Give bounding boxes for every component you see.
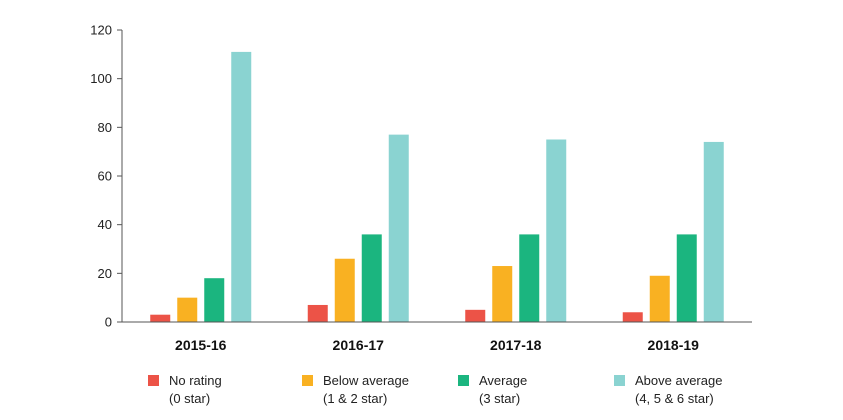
x-category-label: 2018-19 xyxy=(648,337,700,353)
y-tick-label: 80 xyxy=(98,120,112,135)
bar xyxy=(546,139,567,322)
legend-sublabel: (0 star) xyxy=(169,391,211,406)
y-tick-label: 0 xyxy=(105,315,112,330)
legend-text: No rating (0 star) xyxy=(169,372,222,408)
bar xyxy=(676,234,697,322)
y-axis: 0 20 40 60 80 100 120 xyxy=(90,23,123,330)
x-axis: 2015-16 2016-17 2017-18 2018-19 xyxy=(122,321,752,353)
legend-swatch xyxy=(148,375,159,386)
legend-swatch xyxy=(614,375,625,386)
legend-sublabel: (1 & 2 star) xyxy=(323,391,388,406)
legend-label: Average xyxy=(479,373,528,388)
legend-label: Below average xyxy=(323,373,409,388)
bar xyxy=(231,51,252,323)
bar xyxy=(649,275,670,322)
bar xyxy=(204,278,225,322)
legend-sublabel: (4, 5 & 6 star) xyxy=(635,391,714,406)
legend: No rating (0 star) Below average (1 & 2 sta… xyxy=(0,372,843,416)
legend-item: Average (3 star) xyxy=(458,372,527,408)
bars xyxy=(150,51,724,323)
legend-text: Average (3 star) xyxy=(479,372,527,408)
y-tick-label: 120 xyxy=(90,23,112,38)
y-tick-label: 40 xyxy=(98,217,112,232)
legend-item: Above average (4, 5 & 6 star) xyxy=(614,372,722,408)
legend-label: No rating xyxy=(169,373,222,388)
bar xyxy=(622,312,643,322)
legend-sublabel: (3 star) xyxy=(479,391,521,406)
legend-text: Below average (1 & 2 star) xyxy=(323,372,409,408)
bar xyxy=(388,134,409,322)
legend-label: Above average xyxy=(635,373,723,388)
y-tick-label: 60 xyxy=(98,169,112,184)
legend-text: Above average (4, 5 & 6 star) xyxy=(635,372,722,408)
bar xyxy=(150,314,171,322)
bar xyxy=(519,234,540,322)
bar xyxy=(703,141,724,322)
bar xyxy=(361,234,382,322)
bar xyxy=(492,266,513,322)
y-tick-label: 20 xyxy=(98,266,112,281)
bar xyxy=(307,304,328,322)
x-category-label: 2017-18 xyxy=(490,337,542,353)
x-category-label: 2016-17 xyxy=(333,337,385,353)
legend-swatch xyxy=(302,375,313,386)
bar xyxy=(177,297,198,322)
bar xyxy=(334,258,355,322)
legend-item: No rating (0 star) xyxy=(148,372,222,408)
x-category-label: 2015-16 xyxy=(175,337,227,353)
legend-swatch xyxy=(458,375,469,386)
legend-item: Below average (1 & 2 star) xyxy=(302,372,409,408)
y-tick-label: 100 xyxy=(90,71,112,86)
bar xyxy=(465,309,486,322)
